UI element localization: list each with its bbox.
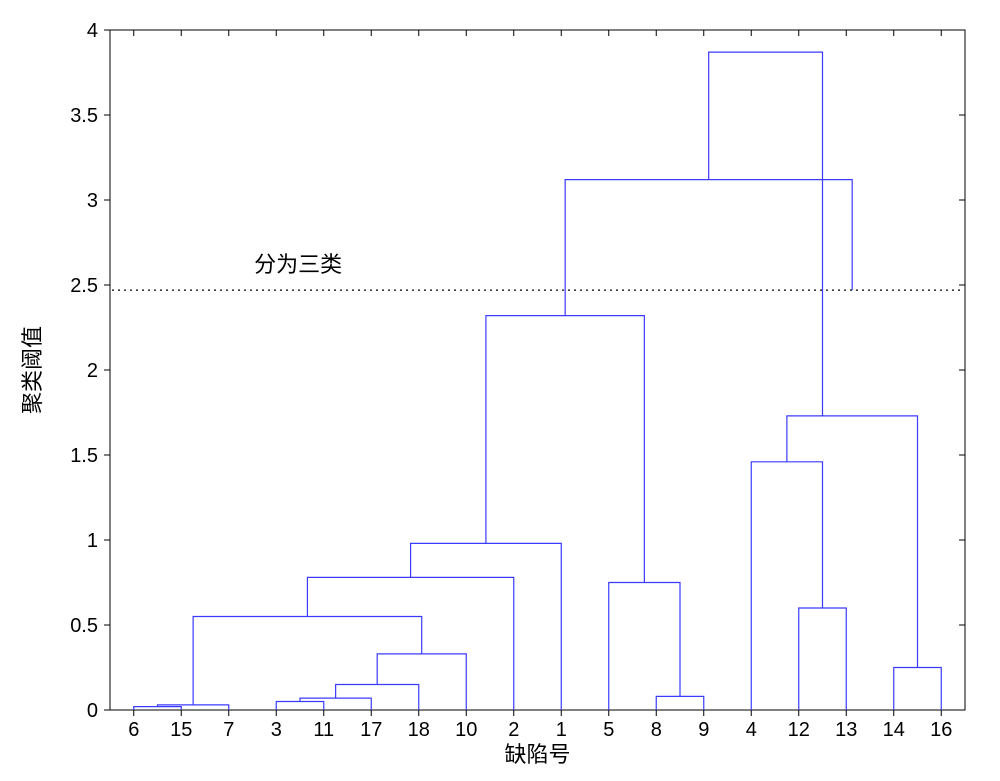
x-tick-label: 15 bbox=[170, 719, 192, 741]
x-tick-label: 9 bbox=[698, 719, 709, 741]
x-tick-label: 4 bbox=[746, 719, 757, 741]
x-tick-label: 3 bbox=[271, 719, 282, 741]
x-tick-label: 10 bbox=[455, 719, 477, 741]
x-tick-label: 11 bbox=[313, 719, 334, 741]
x-tick-label: 14 bbox=[883, 719, 905, 741]
x-tick-label: 16 bbox=[930, 719, 952, 741]
y-tick-label: 1 bbox=[87, 530, 98, 552]
y-tick-label: 2 bbox=[87, 360, 98, 382]
x-tick-label: 2 bbox=[508, 719, 519, 741]
y-tick-label: 0 bbox=[87, 700, 98, 722]
x-tick-label: 1 bbox=[556, 719, 567, 741]
y-tick-label: 2.5 bbox=[70, 275, 98, 297]
y-tick-label: 1.5 bbox=[70, 445, 98, 467]
x-tick-label: 13 bbox=[835, 719, 857, 741]
x-tick-label: 8 bbox=[651, 719, 662, 741]
y-tick-label: 4 bbox=[87, 20, 98, 42]
x-tick-label: 5 bbox=[603, 719, 614, 741]
chart-background bbox=[0, 0, 1000, 781]
y-tick-label: 3 bbox=[87, 190, 98, 212]
x-tick-label: 6 bbox=[128, 719, 139, 741]
x-axis-label: 缺陷号 bbox=[504, 742, 570, 767]
y-tick-label: 0.5 bbox=[70, 615, 98, 637]
x-tick-label: 18 bbox=[408, 719, 430, 741]
x-tick-label: 17 bbox=[360, 719, 382, 741]
y-tick-label: 3.5 bbox=[70, 105, 98, 127]
dendrogram-chart: 00.511.522.533.5461573111718102158941213… bbox=[0, 0, 1000, 781]
x-tick-label: 7 bbox=[223, 719, 234, 741]
threshold-label: 分为三类 bbox=[254, 252, 342, 277]
x-tick-label: 12 bbox=[788, 719, 810, 741]
y-axis-label: 聚类阈值 bbox=[20, 326, 45, 414]
